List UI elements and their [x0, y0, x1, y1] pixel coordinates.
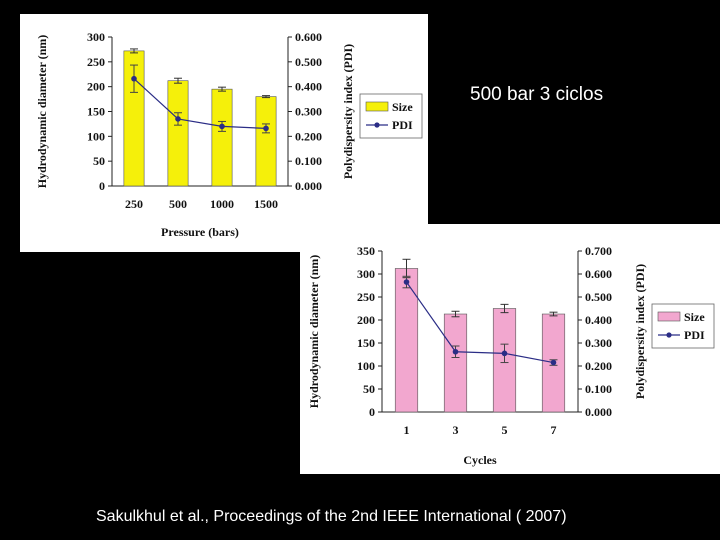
pdi-point — [550, 359, 557, 366]
right-tick-label: 0.600 — [585, 267, 612, 281]
legend-pdi-label: PDI — [684, 328, 705, 342]
left-tick-label: 300 — [357, 267, 375, 281]
legend-size-label: Size — [392, 100, 413, 114]
right-tick-label: 0.600 — [295, 30, 322, 44]
legend-size-swatch — [657, 311, 681, 322]
legend-pdi-marker — [374, 122, 380, 128]
category-label: 250 — [125, 197, 143, 211]
x-axis-title: Cycles — [463, 453, 497, 467]
size-bar — [167, 80, 189, 187]
category-label: 1500 — [254, 197, 278, 211]
category-label: 1000 — [210, 197, 234, 211]
left-tick-label: 200 — [87, 80, 105, 94]
pdi-line — [406, 281, 554, 364]
cycles-chart-panel: 0 50 100 150 200 250 300 350 0.000 0.100 0.200 0.30… — [300, 224, 720, 474]
right-tick-label: 0.700 — [585, 244, 612, 258]
pdi-line — [133, 78, 267, 129]
right-tick-label: 0.500 — [295, 55, 322, 69]
pressure-chart: 0 50 100 150 200 250 300 0.000 0.100 0.200 0.300 0.… — [35, 30, 423, 239]
right-axis-title: Polydispersity index (PDI) — [633, 264, 647, 399]
left-tick-label: 0 — [99, 179, 105, 193]
pdi-point — [263, 125, 269, 132]
category-label: 1 — [404, 423, 410, 437]
pdi-point — [403, 279, 410, 285]
right-tick-label: 0.400 — [295, 80, 322, 94]
left-tick-label: 50 — [363, 382, 375, 396]
size-bar — [443, 313, 468, 413]
right-tick-label: 0.400 — [585, 313, 612, 327]
category-label: 3 — [453, 423, 459, 437]
left-tick-label: 350 — [357, 244, 375, 258]
right-tick-label: 0.000 — [585, 405, 612, 419]
left-tick-label: 150 — [357, 336, 375, 350]
legend-box — [359, 93, 423, 139]
right-tick-label: 0.000 — [295, 179, 322, 193]
legend-box — [651, 303, 715, 349]
category-label: 5 — [502, 423, 508, 437]
left-axis-title: Hydrodynamic diameter (nm) — [307, 255, 321, 409]
right-tick-label: 0.500 — [585, 290, 612, 304]
pdi-point — [219, 123, 225, 130]
left-tick-label: 50 — [93, 154, 105, 168]
pressure-chart-panel: 0 50 100 150 200 250 300 0.000 0.100 0.200 0.300 0.… — [20, 14, 428, 252]
right-tick-label: 0.300 — [295, 105, 322, 119]
right-tick-label: 0.200 — [585, 359, 612, 373]
x-axis-title: Pressure (bars) — [161, 225, 239, 239]
size-bar — [255, 96, 277, 187]
right-tick-label: 0.100 — [295, 154, 322, 168]
right-tick-label: 0.100 — [585, 382, 612, 396]
pdi-point — [175, 116, 181, 122]
pdi-point — [501, 350, 508, 357]
legend-pdi-marker — [666, 332, 672, 338]
size-bar — [211, 88, 233, 187]
left-tick-label: 250 — [357, 290, 375, 304]
category-label: 500 — [169, 197, 187, 211]
legend-pdi-label: PDI — [392, 118, 413, 132]
left-tick-label: 300 — [87, 30, 105, 44]
legend-size-label: Size — [684, 310, 705, 324]
right-tick-label: 0.200 — [295, 129, 322, 143]
left-tick-label: 250 — [87, 55, 105, 69]
left-tick-label: 100 — [357, 359, 375, 373]
side-note: 500 bar 3 ciclos — [470, 84, 604, 105]
right-axis-title: Polydispersity index (PDI) — [341, 44, 355, 179]
cycles-chart: 0 50 100 150 200 250 300 350 0.000 0.100 0.200 0.30… — [307, 244, 715, 467]
legend-size-swatch — [365, 101, 389, 112]
left-tick-label: 100 — [87, 129, 105, 143]
left-tick-label: 0 — [369, 405, 375, 419]
pdi-point — [131, 75, 137, 82]
pdi-point — [452, 348, 459, 355]
left-axis-title: Hydrodynamic diameter (nm) — [35, 35, 49, 189]
right-tick-label: 0.300 — [585, 336, 612, 350]
left-tick-label: 150 — [87, 105, 105, 119]
size-bar — [394, 268, 419, 413]
left-tick-label: 200 — [357, 313, 375, 327]
category-label: 7 — [551, 423, 557, 437]
citation: Sakulkhul et al., Proceedings of the 2nd… — [96, 508, 567, 525]
